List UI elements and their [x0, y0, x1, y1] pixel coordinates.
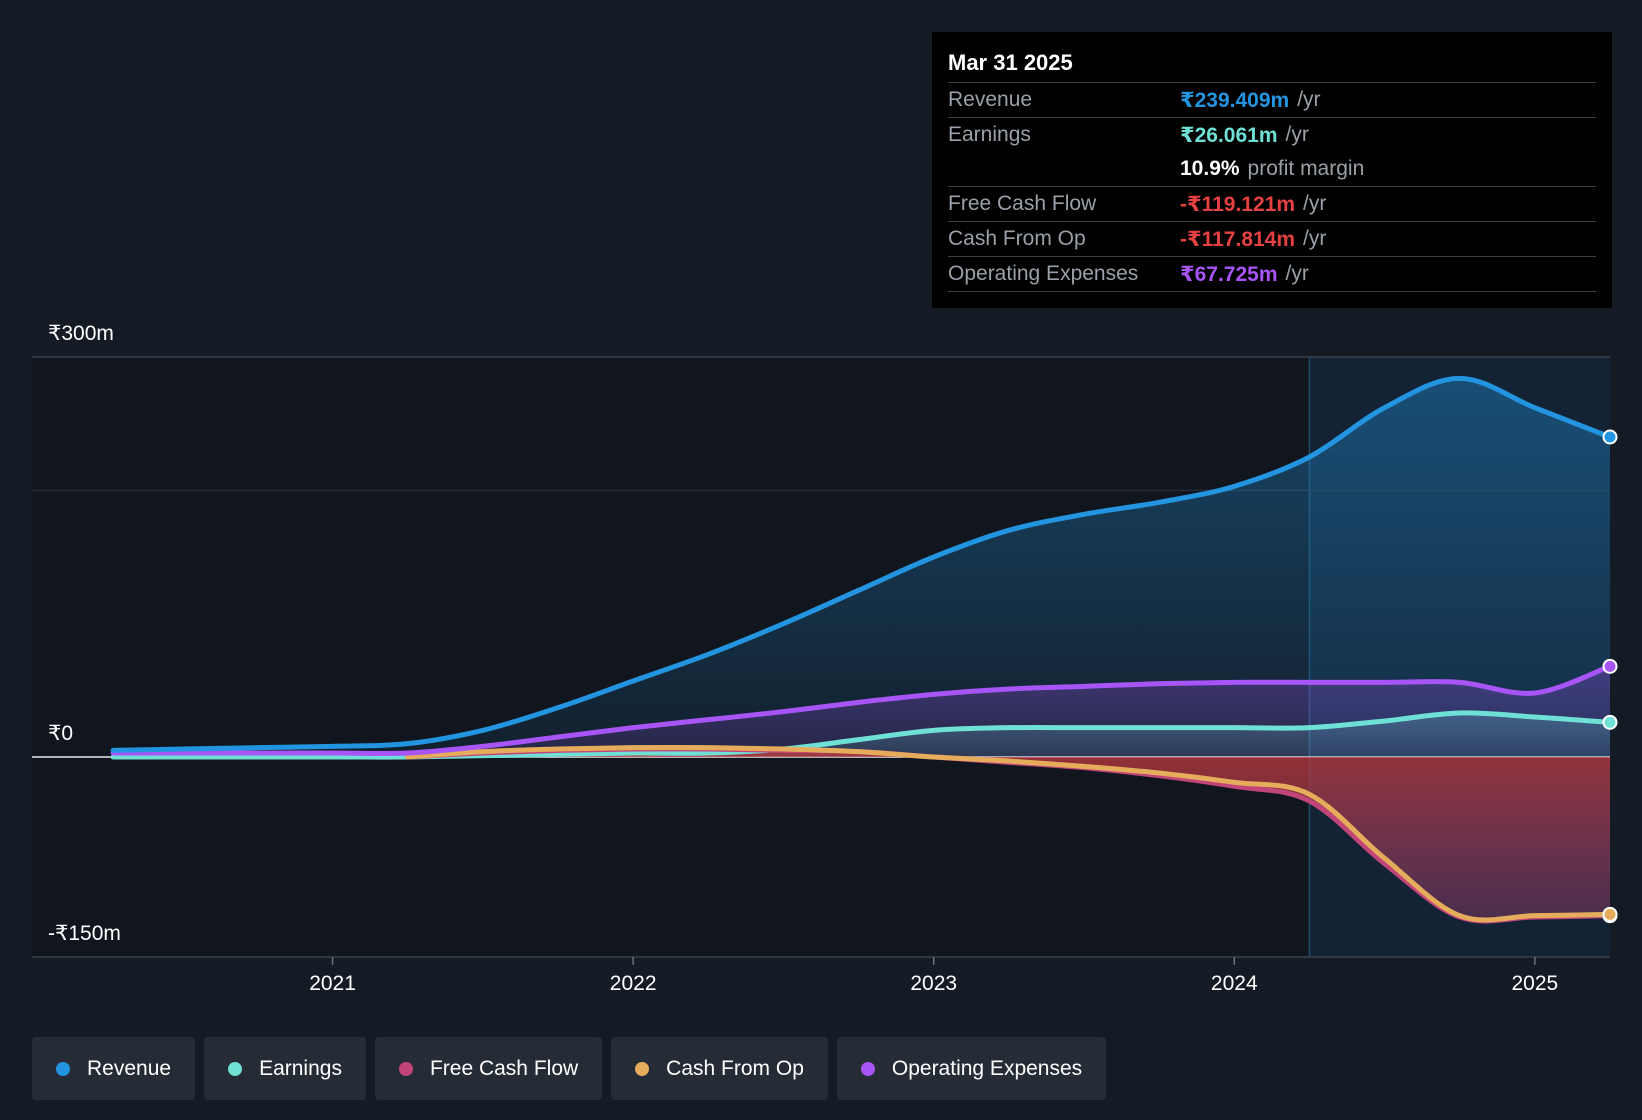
tooltip-row-free-cash-flow: Free Cash Flow -₹119.121m /yr [948, 187, 1596, 222]
tooltip-row-earnings: Earnings ₹26.061m /yr [948, 118, 1596, 152]
legend-item-cash-from-op[interactable]: Cash From Op [611, 1037, 828, 1100]
tooltip-value: -₹117.814m [1180, 227, 1296, 251]
tooltip-unit: /yr [1303, 192, 1327, 215]
x-tick-label: 2024 [1211, 972, 1258, 995]
x-tick-label: 2023 [910, 972, 957, 995]
tooltip-panel: Mar 31 2025 Revenue ₹239.409m /yr Earnin… [932, 32, 1612, 308]
cash-from-op-end-point [1602, 906, 1618, 922]
tooltip-date: Mar 31 2025 [948, 48, 1596, 83]
legend-dot-icon [228, 1061, 243, 1076]
tooltip-label: Cash From Op [948, 227, 1086, 250]
legend-label: Cash From Op [666, 1056, 804, 1080]
legend-dot-icon [56, 1061, 70, 1076]
tooltip-unit: profit margin [1247, 157, 1365, 180]
x-tick-label: 2022 [610, 972, 657, 995]
legend-label: Free Cash Flow [429, 1056, 579, 1080]
operating-expenses-end-point [1602, 658, 1618, 674]
legend-item-revenue[interactable]: Revenue [32, 1037, 196, 1100]
tooltip-row-revenue: Revenue ₹239.409m /yr [948, 83, 1596, 118]
tooltip-row-profit-margin: 10.9% profit margin [948, 152, 1596, 187]
x-tick-label: 2025 [1511, 972, 1558, 995]
x-tick-label: 2021 [309, 972, 356, 995]
tooltip-label: Free Cash Flow [948, 192, 1097, 215]
y-tick-label-0: ₹0 [48, 722, 74, 745]
tooltip-label: Revenue [948, 88, 1033, 111]
tooltip-value: ₹26.061m [1180, 123, 1278, 147]
tooltip-unit: /yr [1285, 262, 1309, 285]
tooltip-label: Earnings [948, 123, 1031, 146]
tooltip-label: Operating Expenses [948, 262, 1139, 285]
legend-dot-icon [860, 1061, 875, 1076]
revenue-area [113, 378, 1610, 757]
tooltip-value: -₹119.121m [1180, 192, 1296, 216]
legend-item-operating-expenses[interactable]: Operating Expenses [836, 1037, 1107, 1100]
cash-from-op-line [405, 745, 1613, 923]
legend-label: Operating Expenses [891, 1056, 1083, 1080]
legend-item-free-cash-flow[interactable]: Free Cash Flow [374, 1037, 603, 1100]
tooltip-row-operating-expenses: Operating Expenses ₹67.725m /yr [948, 257, 1596, 292]
tooltip-unit: /yr [1303, 227, 1327, 250]
legend-label: Revenue [87, 1056, 172, 1080]
tooltip-value: 10.9% [1180, 157, 1240, 180]
tooltip-row-cash-from-op: Cash From Op -₹117.814m /yr [948, 222, 1596, 257]
legend-item-earnings[interactable]: Earnings [204, 1037, 366, 1100]
operating-expenses-line [110, 663, 1613, 756]
chart-legend: Revenue Earnings Free Cash Flow Cash Fro… [32, 1037, 1107, 1100]
y-tick-label-300: ₹300m [48, 322, 114, 345]
legend-dot-icon [398, 1061, 413, 1076]
y-tick-label-neg150: -₹150m [48, 922, 121, 945]
revenue-line [110, 375, 1613, 753]
earnings-line [110, 710, 1613, 760]
earnings-end-point [1602, 714, 1618, 730]
tooltip-unit: /yr [1297, 88, 1321, 111]
legend-label: Earnings [259, 1056, 342, 1080]
revenue-end-point [1602, 429, 1618, 445]
legend-dot-icon [635, 1061, 650, 1076]
earnings-area [113, 712, 1610, 758]
tooltip-value: ₹239.409m [1180, 88, 1290, 112]
tooltip-unit: /yr [1285, 123, 1309, 146]
tooltip-value: ₹67.725m [1180, 262, 1278, 286]
